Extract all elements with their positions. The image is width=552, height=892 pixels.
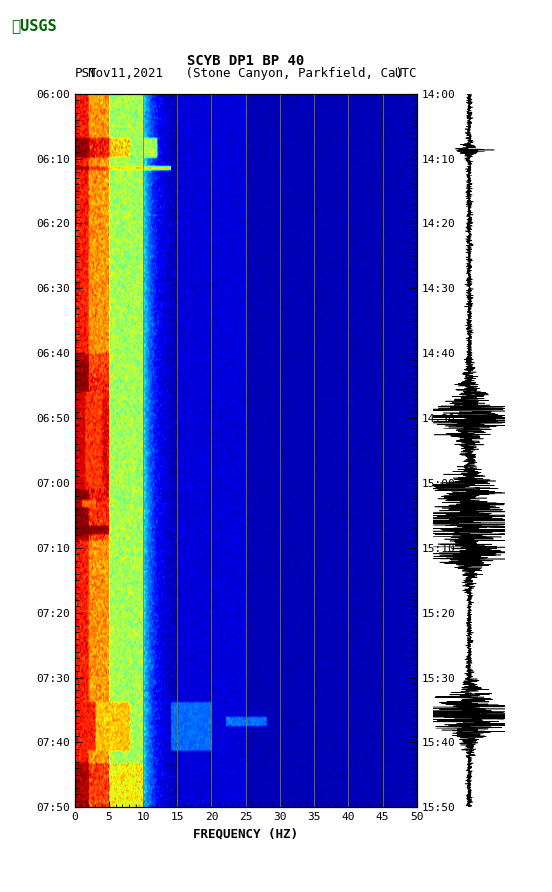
X-axis label: FREQUENCY (HZ): FREQUENCY (HZ) [193, 828, 298, 840]
Text: UTC: UTC [394, 67, 417, 80]
Text: ⁄USGS: ⁄USGS [11, 18, 57, 33]
Text: SCYB DP1 BP 40: SCYB DP1 BP 40 [187, 54, 304, 68]
Text: Nov11,2021   (Stone Canyon, Parkfield, Ca): Nov11,2021 (Stone Canyon, Parkfield, Ca) [88, 67, 403, 80]
Text: PST: PST [75, 67, 97, 80]
